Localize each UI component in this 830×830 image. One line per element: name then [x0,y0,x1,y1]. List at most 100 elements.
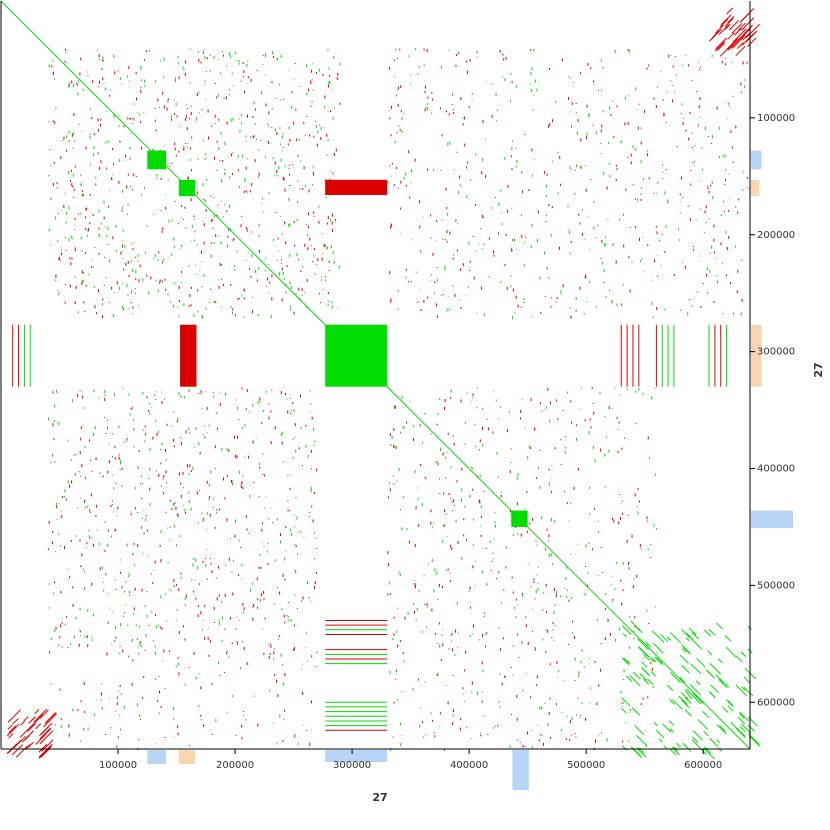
alignment-dot [204,56,206,60]
alignment-dot [189,48,191,50]
alignment-dot [99,123,101,127]
alignment-dot [601,732,603,734]
alignment-dot [152,640,154,642]
alignment-dot [400,110,402,113]
alignment-dot [167,163,169,165]
alignment-dot [203,223,205,227]
alignment-dot [265,258,267,260]
alignment-dot [237,169,239,172]
alignment-dot [648,64,650,67]
alignment-dot [468,590,470,592]
alignment-dot [333,152,335,154]
alignment-dot [315,666,317,668]
alignment-dot [210,470,212,474]
alignment-dot [137,254,139,258]
alignment-dot [149,503,151,507]
alignment-dot [88,530,90,532]
alignment-dot [256,577,258,581]
alignment-dot [395,48,397,51]
alignment-dot [499,673,501,675]
alignment-dot [101,67,103,70]
alignment-dot [119,728,121,731]
alignment-dot [581,232,583,236]
alignment-dot [442,643,444,647]
repeat-segment [630,746,642,757]
alignment-dot [200,393,202,395]
reverse-repeat-segment [745,23,761,39]
repeat-segment [641,661,648,668]
alignment-dot [155,678,157,681]
alignment-dot [161,627,163,630]
repeat-segment [650,671,657,677]
alignment-dot [129,81,131,83]
alignment-dot [486,583,488,586]
alignment-dot [272,51,274,55]
reverse-repeat-segment [38,745,53,759]
alignment-dot [559,155,561,159]
alignment-dot [423,48,425,51]
alignment-dot [392,475,394,477]
alignment-dot [206,406,208,410]
alignment-dot [471,692,473,694]
alignment-dot [509,100,511,103]
repeat-segment [672,699,683,710]
alignment-dot [624,122,626,126]
alignment-dot [638,387,640,391]
alignment-dot [98,86,100,88]
alignment-dot [311,261,313,263]
alignment-dot [188,427,190,431]
alignment-dot [60,591,62,594]
alignment-dot [56,519,58,521]
alignment-dot [439,725,441,727]
alignment-dot [57,239,59,242]
alignment-dot [616,105,618,108]
alignment-dot [178,300,180,303]
alignment-dot [628,567,630,570]
alignment-dot [570,125,572,128]
alignment-dot [185,430,187,434]
repeat-segment [669,699,675,705]
alignment-dot [446,451,448,453]
alignment-dot [672,65,674,68]
alignment-dot [420,308,422,311]
alignment-dot [589,486,591,489]
alignment-dot [86,542,88,545]
alignment-dot [174,142,176,146]
alignment-dot [227,235,229,238]
alignment-dot [169,526,171,528]
alignment-dot [232,308,234,311]
alignment-dot [294,544,296,546]
alignment-dot [474,204,476,207]
alignment-dot [48,583,50,585]
alignment-dot [67,170,69,174]
alignment-dot [456,151,458,153]
alignment-dot [276,59,278,61]
alignment-dot [250,275,252,278]
alignment-dot [243,90,245,94]
alignment-dot [483,243,485,246]
alignment-dot [85,252,87,255]
alignment-dot [240,485,242,489]
alignment-dot [339,102,341,105]
alignment-dot [476,387,478,389]
alignment-dot [646,67,648,70]
repeat-segment [708,629,716,636]
alignment-dot [527,563,529,565]
alignment-dot [294,244,296,247]
alignment-dot [163,105,165,109]
alignment-dot [173,524,175,528]
alignment-dot [596,702,598,706]
alignment-dot [257,598,259,601]
alignment-dot [127,624,129,626]
alignment-dot [78,123,80,125]
reverse-repeat-segment [33,708,47,723]
alignment-dot [530,398,532,402]
alignment-dot [479,449,481,451]
alignment-dot [388,563,390,567]
alignment-dot [275,679,277,683]
alignment-dot [222,477,224,481]
alignment-dot [453,109,455,111]
alignment-dot [282,176,284,180]
alignment-dot [241,481,243,485]
alignment-dot [584,165,586,167]
